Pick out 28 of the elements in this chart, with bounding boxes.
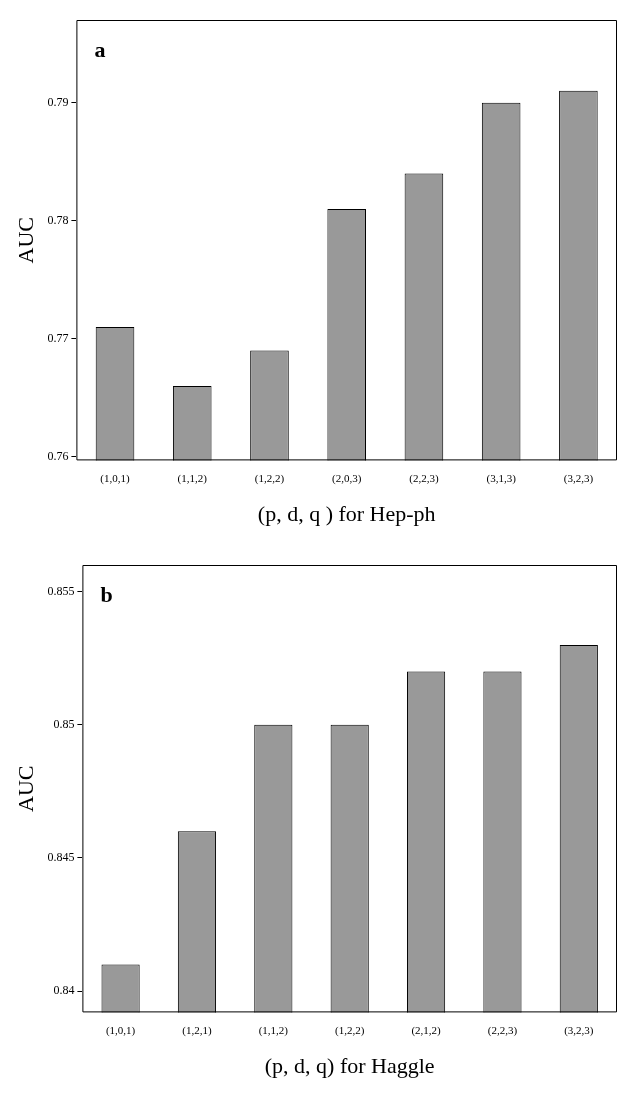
y-tick-label: 0.845 [47,850,75,865]
x-tick-label: (1,2,2) [335,1023,365,1037]
x-tick-label: (3,1,3) [486,471,517,485]
x-axis-title: (p, d, q) for Haggle [264,1052,435,1078]
x-tick-label: (2,2,3) [487,1023,518,1037]
x-tick-label: (1,2,2) [254,471,285,485]
y-tick-label: 0.78 [47,212,69,227]
y-tick-label: 0.84 [53,983,75,998]
y-axis-title: AUC [12,765,38,812]
x-tick-label: (1,1,2) [258,1023,289,1037]
x-tick-label: (1,1,2) [177,471,208,485]
x-tick-label: (3,2,3) [563,471,594,485]
x-tick-label: (2,1,2) [411,1023,442,1037]
y-tick-label: 0.77 [47,330,69,345]
y-axis-title: AUC [12,216,38,264]
x-axis-title: (p, d, q ) for Hep-ph [257,500,436,526]
x-tick-label: (2,2,3) [409,471,439,485]
annotation: a [94,36,106,62]
x-tick-label: (2,0,3) [332,471,362,485]
y-tick-label: 0.855 [47,583,75,598]
x-tick-label: (1,0,1) [100,471,131,485]
y-tick-label: 0.76 [47,449,69,464]
y-tick-label: 0.85 [53,716,75,731]
x-tick-label: (3,2,3) [564,1023,594,1037]
annotation: b [100,581,113,607]
x-tick-label: (1,0,1) [105,1023,136,1037]
y-tick-label: 0.79 [47,94,69,109]
x-tick-label: (1,2,1) [182,1023,212,1037]
